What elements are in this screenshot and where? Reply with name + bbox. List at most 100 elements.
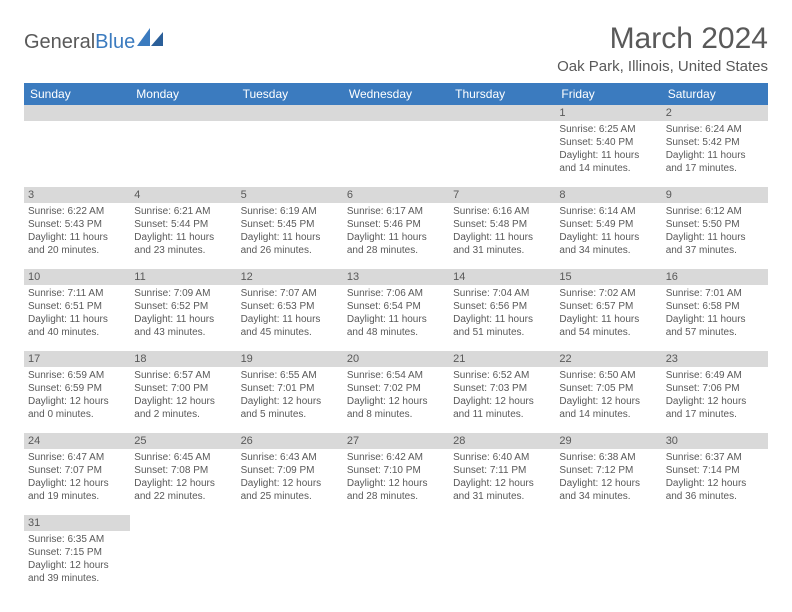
weekday-header: Monday xyxy=(130,83,236,105)
empty-cell xyxy=(555,515,661,597)
day-number: 10 xyxy=(24,269,130,285)
day-details: Sunrise: 7:06 AMSunset: 6:54 PMDaylight:… xyxy=(343,285,449,343)
sunrise-text: Sunrise: 6:50 AM xyxy=(559,369,657,382)
sunrise-text: Sunrise: 6:24 AM xyxy=(666,123,764,136)
sunset-text: Sunset: 5:44 PM xyxy=(134,218,232,231)
daylight-text-2: and 40 minutes. xyxy=(28,326,126,339)
day-cell: 25Sunrise: 6:45 AMSunset: 7:08 PMDayligh… xyxy=(130,433,236,515)
sunset-text: Sunset: 7:02 PM xyxy=(347,382,445,395)
sunset-text: Sunset: 7:03 PM xyxy=(453,382,551,395)
day-number: 27 xyxy=(343,433,449,449)
day-details: Sunrise: 6:49 AMSunset: 7:06 PMDaylight:… xyxy=(662,367,768,425)
empty-cell xyxy=(449,105,555,187)
sunset-text: Sunset: 6:56 PM xyxy=(453,300,551,313)
logo-sail-icon xyxy=(137,28,163,46)
sunset-text: Sunset: 7:07 PM xyxy=(28,464,126,477)
day-cell: 21Sunrise: 6:52 AMSunset: 7:03 PMDayligh… xyxy=(449,351,555,433)
empty-num-bar xyxy=(130,105,236,121)
daylight-text: Daylight: 12 hours xyxy=(134,395,232,408)
daylight-text-2: and 2 minutes. xyxy=(134,408,232,421)
sunrise-text: Sunrise: 6:52 AM xyxy=(453,369,551,382)
sunset-text: Sunset: 7:10 PM xyxy=(347,464,445,477)
weekday-header: Wednesday xyxy=(343,83,449,105)
daylight-text-2: and 0 minutes. xyxy=(28,408,126,421)
day-details: Sunrise: 7:04 AMSunset: 6:56 PMDaylight:… xyxy=(449,285,555,343)
sunset-text: Sunset: 5:49 PM xyxy=(559,218,657,231)
daylight-text: Daylight: 12 hours xyxy=(241,395,339,408)
day-number: 5 xyxy=(237,187,343,203)
day-cell: 20Sunrise: 6:54 AMSunset: 7:02 PMDayligh… xyxy=(343,351,449,433)
daylight-text-2: and 34 minutes. xyxy=(559,244,657,257)
day-cell: 10Sunrise: 7:11 AMSunset: 6:51 PMDayligh… xyxy=(24,269,130,351)
sunrise-text: Sunrise: 6:12 AM xyxy=(666,205,764,218)
sunrise-text: Sunrise: 7:11 AM xyxy=(28,287,126,300)
empty-num-bar xyxy=(449,105,555,121)
day-cell: 29Sunrise: 6:38 AMSunset: 7:12 PMDayligh… xyxy=(555,433,661,515)
daylight-text: Daylight: 12 hours xyxy=(28,477,126,490)
calendar-table: Sunday Monday Tuesday Wednesday Thursday… xyxy=(24,83,768,597)
day-details: Sunrise: 6:16 AMSunset: 5:48 PMDaylight:… xyxy=(449,203,555,261)
weekday-header: Saturday xyxy=(662,83,768,105)
daylight-text-2: and 22 minutes. xyxy=(134,490,232,503)
day-cell: 30Sunrise: 6:37 AMSunset: 7:14 PMDayligh… xyxy=(662,433,768,515)
sunrise-text: Sunrise: 7:07 AM xyxy=(241,287,339,300)
sunset-text: Sunset: 7:01 PM xyxy=(241,382,339,395)
day-number: 21 xyxy=(449,351,555,367)
day-cell: 27Sunrise: 6:42 AMSunset: 7:10 PMDayligh… xyxy=(343,433,449,515)
daylight-text-2: and 36 minutes. xyxy=(666,490,764,503)
sunset-text: Sunset: 6:52 PM xyxy=(134,300,232,313)
sunrise-text: Sunrise: 7:02 AM xyxy=(559,287,657,300)
sunrise-text: Sunrise: 6:59 AM xyxy=(28,369,126,382)
sunrise-text: Sunrise: 6:21 AM xyxy=(134,205,232,218)
day-number: 8 xyxy=(555,187,661,203)
calendar-week-row: 24Sunrise: 6:47 AMSunset: 7:07 PMDayligh… xyxy=(24,433,768,515)
sunset-text: Sunset: 5:46 PM xyxy=(347,218,445,231)
day-cell: 26Sunrise: 6:43 AMSunset: 7:09 PMDayligh… xyxy=(237,433,343,515)
sunrise-text: Sunrise: 6:57 AM xyxy=(134,369,232,382)
daylight-text: Daylight: 11 hours xyxy=(134,313,232,326)
day-details: Sunrise: 6:40 AMSunset: 7:11 PMDaylight:… xyxy=(449,449,555,507)
empty-num-bar xyxy=(237,105,343,121)
day-cell: 17Sunrise: 6:59 AMSunset: 6:59 PMDayligh… xyxy=(24,351,130,433)
daylight-text-2: and 20 minutes. xyxy=(28,244,126,257)
day-details: Sunrise: 6:21 AMSunset: 5:44 PMDaylight:… xyxy=(130,203,236,261)
daylight-text-2: and 43 minutes. xyxy=(134,326,232,339)
day-number: 28 xyxy=(449,433,555,449)
daylight-text: Daylight: 11 hours xyxy=(28,231,126,244)
empty-num-bar xyxy=(343,105,449,121)
daylight-text-2: and 23 minutes. xyxy=(134,244,232,257)
sunset-text: Sunset: 6:59 PM xyxy=(28,382,126,395)
day-cell: 18Sunrise: 6:57 AMSunset: 7:00 PMDayligh… xyxy=(130,351,236,433)
day-details: Sunrise: 6:14 AMSunset: 5:49 PMDaylight:… xyxy=(555,203,661,261)
sunrise-text: Sunrise: 6:45 AM xyxy=(134,451,232,464)
daylight-text: Daylight: 12 hours xyxy=(666,477,764,490)
daylight-text-2: and 39 minutes. xyxy=(28,572,126,585)
sunrise-text: Sunrise: 7:04 AM xyxy=(453,287,551,300)
sunset-text: Sunset: 5:43 PM xyxy=(28,218,126,231)
weekday-header: Friday xyxy=(555,83,661,105)
daylight-text-2: and 19 minutes. xyxy=(28,490,126,503)
day-cell: 13Sunrise: 7:06 AMSunset: 6:54 PMDayligh… xyxy=(343,269,449,351)
sunrise-text: Sunrise: 7:01 AM xyxy=(666,287,764,300)
sunrise-text: Sunrise: 6:22 AM xyxy=(28,205,126,218)
daylight-text: Daylight: 12 hours xyxy=(134,477,232,490)
sunset-text: Sunset: 6:54 PM xyxy=(347,300,445,313)
sunrise-text: Sunrise: 6:54 AM xyxy=(347,369,445,382)
day-details: Sunrise: 6:47 AMSunset: 7:07 PMDaylight:… xyxy=(24,449,130,507)
sunset-text: Sunset: 7:00 PM xyxy=(134,382,232,395)
daylight-text-2: and 57 minutes. xyxy=(666,326,764,339)
day-number: 9 xyxy=(662,187,768,203)
day-details: Sunrise: 6:12 AMSunset: 5:50 PMDaylight:… xyxy=(662,203,768,261)
day-cell: 22Sunrise: 6:50 AMSunset: 7:05 PMDayligh… xyxy=(555,351,661,433)
sunrise-text: Sunrise: 6:35 AM xyxy=(28,533,126,546)
day-number: 22 xyxy=(555,351,661,367)
day-details: Sunrise: 6:43 AMSunset: 7:09 PMDaylight:… xyxy=(237,449,343,507)
sunset-text: Sunset: 7:12 PM xyxy=(559,464,657,477)
sunset-text: Sunset: 6:51 PM xyxy=(28,300,126,313)
day-details: Sunrise: 7:01 AMSunset: 6:58 PMDaylight:… xyxy=(662,285,768,343)
sunset-text: Sunset: 7:15 PM xyxy=(28,546,126,559)
day-cell: 11Sunrise: 7:09 AMSunset: 6:52 PMDayligh… xyxy=(130,269,236,351)
sunrise-text: Sunrise: 6:19 AM xyxy=(241,205,339,218)
day-details: Sunrise: 7:02 AMSunset: 6:57 PMDaylight:… xyxy=(555,285,661,343)
day-details: Sunrise: 6:52 AMSunset: 7:03 PMDaylight:… xyxy=(449,367,555,425)
